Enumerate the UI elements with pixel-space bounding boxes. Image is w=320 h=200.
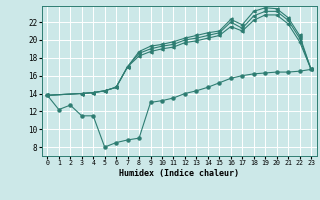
X-axis label: Humidex (Indice chaleur): Humidex (Indice chaleur) (119, 169, 239, 178)
